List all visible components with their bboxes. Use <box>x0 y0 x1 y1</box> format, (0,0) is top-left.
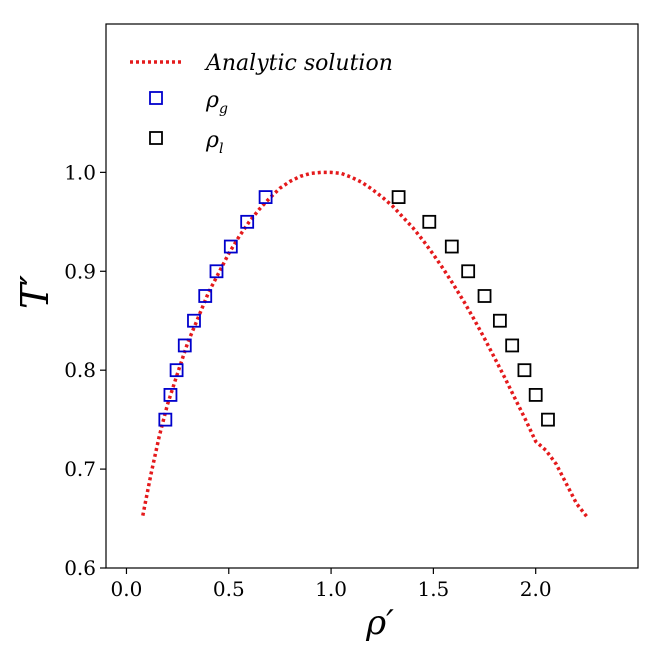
rho-l-marker <box>505 338 520 353</box>
y-tick-label: 1.0 <box>64 160 96 184</box>
rho-g-marker <box>158 412 173 427</box>
legend-label-rho-g: ρg <box>205 88 228 117</box>
x-tick-label: 2.0 <box>520 577 552 601</box>
legend-label-rho-l: ρl <box>205 128 223 157</box>
marker-layer <box>158 190 555 427</box>
x-tick-label: 1.0 <box>315 577 347 601</box>
x-axis-label: ρ′ <box>365 603 394 643</box>
y-tick-label: 0.8 <box>64 358 96 382</box>
legend: Analytic solution ρg ρl <box>130 51 393 157</box>
legend-label-rho-l-sub: l <box>219 141 223 157</box>
legend-label-rho-g-base: ρ <box>205 88 219 113</box>
rho-g-marker <box>258 190 273 204</box>
legend-label-analytic: Analytic solution <box>204 51 393 76</box>
rho-g-marker <box>223 239 238 254</box>
rho-l-marker <box>391 190 406 204</box>
y-tick-label: 0.7 <box>64 457 96 481</box>
rho-l-marker <box>517 363 532 378</box>
legend-marker-rho-l <box>149 131 163 145</box>
x-tick-label: 0.0 <box>111 577 143 601</box>
plot-frame <box>105 23 639 569</box>
rho-g-marker <box>240 214 255 229</box>
rho-l-marker <box>541 412 555 427</box>
rho-g-marker <box>163 388 178 402</box>
rho-l-marker <box>422 214 437 229</box>
rho-g-marker <box>177 338 192 353</box>
rho-l-marker <box>528 388 543 402</box>
rho-g-marker <box>198 289 213 303</box>
analytic-curve-layer <box>141 170 589 518</box>
axes: 0.0 0.5 1.0 1.5 2.0 0.6 0.7 0.8 0.9 1.0 <box>64 23 639 601</box>
rho-g-marker <box>187 313 201 328</box>
y-axis-label: T′ <box>13 275 57 309</box>
rho-l-marker <box>477 289 492 303</box>
legend-label-rho-l-base: ρ <box>205 128 219 153</box>
rho-g-marker <box>209 264 224 279</box>
rho-l-marker <box>461 264 476 279</box>
rho-l-marker <box>444 239 459 254</box>
y-tick-label: 0.9 <box>64 259 96 283</box>
rho-l-marker <box>492 313 507 328</box>
legend-label-rho-g-sub: g <box>219 101 228 117</box>
analytic-solution-curve <box>141 170 589 518</box>
legend-marker-rho-g <box>149 91 163 105</box>
x-tick-label: 0.5 <box>213 577 245 601</box>
y-tick-label: 0.6 <box>64 556 96 580</box>
x-tick-label: 1.5 <box>417 577 449 601</box>
rho-g-marker <box>169 363 184 378</box>
